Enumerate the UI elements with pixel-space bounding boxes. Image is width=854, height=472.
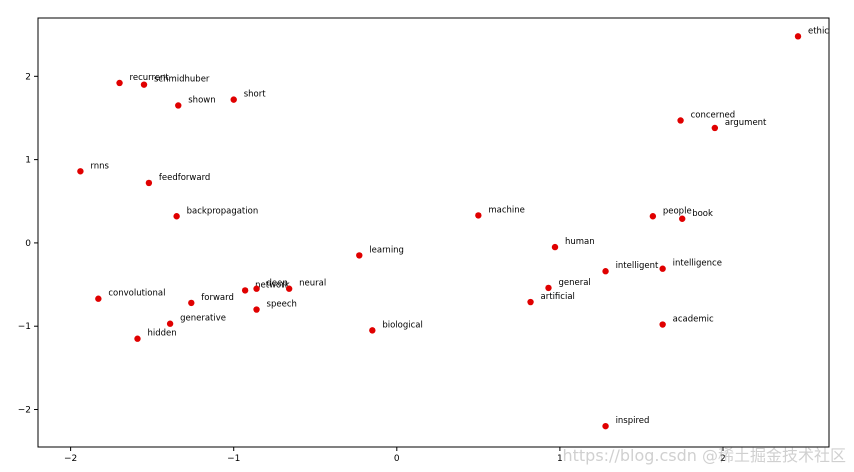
- y-tick-label: 1: [25, 156, 31, 166]
- point-generative: [166, 320, 174, 327]
- point-hidden: [134, 335, 141, 342]
- point-shown: [175, 102, 182, 109]
- point-inspired: [602, 422, 609, 430]
- point-label-people: people: [663, 206, 692, 216]
- point-feedforward: [145, 179, 153, 187]
- point-intelligent: [602, 268, 609, 275]
- watermark: https://blog.csdn @稀土掘金技术社区: [562, 446, 846, 465]
- point-label-machine: machine: [488, 205, 525, 215]
- point-label-general: general: [558, 278, 590, 288]
- point-schmidhuber: [140, 81, 148, 88]
- point-label-ethic: ethic: [808, 26, 829, 36]
- point-convolutional: [95, 295, 102, 302]
- point-book: [679, 215, 686, 222]
- point-label-convolutional: convolutional: [108, 289, 165, 299]
- point-label-forward: forward: [201, 293, 234, 303]
- point-label-learning: learning: [369, 245, 404, 255]
- y-axis-ticks: −2 −1 0 1 2: [18, 72, 38, 416]
- point-label-biological: biological: [382, 320, 423, 330]
- point-label-short: short: [244, 90, 267, 100]
- point-label-hidden: hidden: [147, 329, 176, 339]
- point-academic: [659, 321, 666, 328]
- point-label-human: human: [565, 237, 595, 247]
- point-label-speech: speech: [267, 300, 297, 310]
- plot-frame: [37, 17, 830, 448]
- point-label-deep: deep: [267, 279, 288, 289]
- point-label-inspired: inspired: [616, 416, 650, 426]
- x-tick-label: −1: [227, 454, 240, 464]
- point-label-feedforward: feedforward: [159, 173, 210, 183]
- point-label-generative: generative: [180, 314, 226, 324]
- point-label-rnns: rnns: [90, 161, 109, 171]
- point-label-recurrent: recurrent: [130, 73, 170, 83]
- point-forward: [188, 299, 195, 307]
- point-intelligence: [659, 265, 666, 272]
- y-tick-label: 0: [25, 239, 31, 249]
- point-backpropagation: [173, 213, 180, 220]
- point-concerned: [677, 117, 684, 124]
- point-rnns: [77, 168, 84, 175]
- point-ethic: [794, 33, 802, 40]
- point-human: [551, 243, 559, 251]
- point-speech: [253, 306, 260, 313]
- point-learning: [356, 252, 363, 259]
- point-label-shown: shown: [188, 95, 215, 105]
- x-tick-label: 2: [720, 454, 726, 464]
- x-tick-label: 0: [394, 454, 400, 464]
- point-label-argument: argument: [725, 118, 767, 128]
- point-biological: [369, 327, 376, 334]
- point-argument: [711, 124, 719, 132]
- point-label-backpropagation: backpropagation: [187, 206, 259, 216]
- point-label-academic: academic: [673, 315, 714, 325]
- y-tick-label: −2: [18, 406, 31, 416]
- y-tick-label: −1: [18, 322, 31, 332]
- x-tick-label: −2: [64, 454, 77, 464]
- point-network: [241, 287, 249, 294]
- point-short: [230, 96, 237, 103]
- point-label-concerned: concerned: [691, 110, 736, 120]
- x-tick-label: 1: [557, 454, 563, 464]
- point-people: [649, 213, 657, 220]
- point-label-schmidhuber: schmidhuber: [154, 75, 210, 85]
- y-tick-label: 2: [25, 72, 31, 82]
- point-neural: [285, 285, 293, 292]
- point-label-network: network: [255, 280, 290, 290]
- point-label-artificial: artificial: [541, 292, 575, 302]
- point-general: [545, 284, 552, 292]
- point-label-book: book: [692, 209, 713, 219]
- point-label-intelligent: intelligent: [616, 261, 659, 271]
- x-axis-ticks: −2 −1 0 1 2: [64, 447, 726, 464]
- point-artificial: [527, 298, 534, 306]
- point-deep: [253, 285, 260, 292]
- point-recurrent: [116, 79, 123, 87]
- point-label-intelligence: intelligence: [673, 259, 722, 269]
- point-machine: [475, 212, 482, 219]
- point-label-neural: neural: [299, 279, 326, 289]
